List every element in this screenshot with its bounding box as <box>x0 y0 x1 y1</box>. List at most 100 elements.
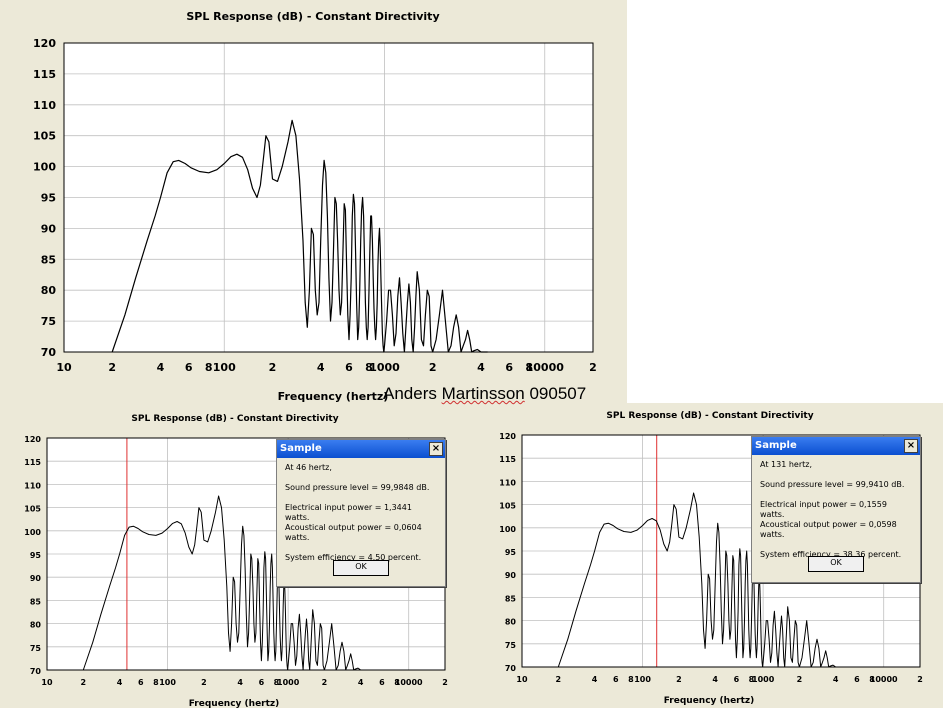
x-tick-label: 6 <box>613 675 619 684</box>
dialog-electrical-power: Electrical input power = 1,3441 watts. <box>285 503 412 522</box>
y-tick-label: 70 <box>41 346 57 359</box>
x-axis-label: Frequency (hertz) <box>189 699 280 708</box>
author-surname: Martinsson <box>441 384 525 403</box>
y-tick-label: 120 <box>33 37 56 50</box>
chart-title: SPL Response (dB) - Constant Directivity <box>131 414 338 424</box>
x-tick-label: 8 <box>525 361 533 374</box>
x-tick-label: 2 <box>442 678 448 687</box>
dialog-title-bar: Sample × <box>752 437 920 455</box>
y-tick-label: 100 <box>24 528 41 537</box>
y-tick-label: 105 <box>499 502 516 511</box>
y-tick-label: 95 <box>30 551 42 560</box>
y-tick-label: 105 <box>33 130 56 143</box>
dialog-efficiency: System efficiency = 4,50 percent. <box>285 553 422 562</box>
y-tick-label: 85 <box>30 597 42 606</box>
x-tick-label: 10 <box>56 361 72 374</box>
x-tick-label: 6 <box>854 675 860 684</box>
dialog-acoustical-power: Acoustical output power = 0,0598 watts. <box>760 520 897 539</box>
spl-trace <box>557 492 841 668</box>
y-tick-label: 110 <box>499 478 516 487</box>
y-tick-label: 80 <box>505 618 517 627</box>
ok-button[interactable]: OK <box>808 556 864 572</box>
x-tick-label: 8 <box>628 675 634 684</box>
y-tick-label: 70 <box>30 667 42 676</box>
y-tick-label: 90 <box>30 574 42 583</box>
x-tick-label: 6 <box>734 675 740 684</box>
y-tick-label: 115 <box>499 455 516 464</box>
x-tick-label: 10 <box>41 678 53 687</box>
spl-trace <box>111 119 488 353</box>
y-tick-label: 115 <box>33 68 56 81</box>
x-tick-label: 6 <box>505 361 513 374</box>
y-tick-label: 95 <box>505 548 517 557</box>
x-tick-label: 8 <box>274 678 280 687</box>
dialog-frequency: At 46 hertz, <box>285 463 332 472</box>
y-tick-label: 75 <box>505 641 517 650</box>
dialog-acoustical-power: Acoustical output power = 0,0604 watts. <box>285 523 422 542</box>
x-tick-label: 10 <box>516 675 528 684</box>
y-tick-label: 120 <box>24 435 41 444</box>
x-tick-label: 10000 <box>526 361 565 374</box>
x-tick-label: 2 <box>81 678 87 687</box>
y-tick-label: 85 <box>505 594 517 603</box>
x-tick-label: 8 <box>869 675 875 684</box>
sample-dialog-131hz: Sample × At 131 hertz, Sound pressure le… <box>751 436 921 583</box>
y-tick-label: 75 <box>41 315 56 328</box>
dialog-title-bar: Sample × <box>277 440 445 458</box>
author-credit: Anders Martinsson 090507 <box>383 384 587 403</box>
y-tick-label: 70 <box>505 664 517 673</box>
x-tick-label: 6 <box>185 361 193 374</box>
x-tick-label: 6 <box>345 361 353 374</box>
dialog-electrical-power: Electrical input power = 0,1559 watts. <box>760 500 887 519</box>
x-tick-label: 6 <box>379 678 385 687</box>
x-tick-label: 4 <box>358 678 364 687</box>
dialog-frequency: At 131 hertz, <box>760 460 812 469</box>
spl-trace <box>82 495 366 671</box>
y-tick-label: 110 <box>33 99 56 112</box>
plot-frame <box>63 42 594 353</box>
x-tick-label: 8 <box>749 675 755 684</box>
x-tick-label: 2 <box>676 675 682 684</box>
x-tick-label: 2 <box>917 675 923 684</box>
close-icon[interactable]: × <box>904 439 918 453</box>
x-tick-label: 4 <box>592 675 598 684</box>
y-tick-label: 95 <box>41 192 56 205</box>
x-tick-label: 4 <box>712 675 718 684</box>
x-tick-label: 2 <box>201 678 207 687</box>
y-tick-label: 100 <box>33 161 56 174</box>
x-tick-label: 6 <box>138 678 144 687</box>
x-tick-label: 4 <box>237 678 243 687</box>
x-tick-label: 10000 <box>870 675 898 684</box>
x-tick-label: 100 <box>159 678 176 687</box>
y-tick-label: 90 <box>505 571 517 580</box>
sample-dialog-46hz: Sample × At 46 hertz, Sound pressure lev… <box>276 439 446 587</box>
ok-button[interactable]: OK <box>333 560 389 576</box>
x-tick-label: 4 <box>477 361 485 374</box>
dialog-efficiency: System efficiency = 38,36 percent. <box>760 550 902 559</box>
close-icon[interactable]: × <box>429 442 443 456</box>
x-tick-label: 4 <box>117 678 123 687</box>
y-tick-label: 100 <box>499 525 516 534</box>
y-tick-label: 115 <box>24 458 41 467</box>
x-tick-label: 10000 <box>395 678 423 687</box>
x-tick-label: 2 <box>322 678 328 687</box>
x-tick-label: 8 <box>153 678 159 687</box>
x-tick-label: 2 <box>429 361 437 374</box>
x-tick-label: 8 <box>394 678 400 687</box>
x-tick-label: 100 <box>634 675 651 684</box>
y-tick-label: 105 <box>24 505 41 514</box>
x-tick-label: 2 <box>589 361 597 374</box>
chart-title: SPL Response (dB) - Constant Directivity <box>606 411 813 421</box>
y-tick-label: 75 <box>30 644 42 653</box>
y-tick-label: 80 <box>41 284 57 297</box>
x-tick-label: 2 <box>556 675 562 684</box>
y-tick-label: 110 <box>24 481 41 490</box>
x-tick-label: 2 <box>269 361 277 374</box>
y-tick-label: 85 <box>41 253 56 266</box>
x-tick-label: 4 <box>317 361 325 374</box>
x-tick-label: 6 <box>259 678 265 687</box>
y-tick-label: 80 <box>30 621 42 630</box>
x-tick-label: 1000 <box>277 678 300 687</box>
x-axis-label: Frequency (hertz) <box>278 390 389 403</box>
